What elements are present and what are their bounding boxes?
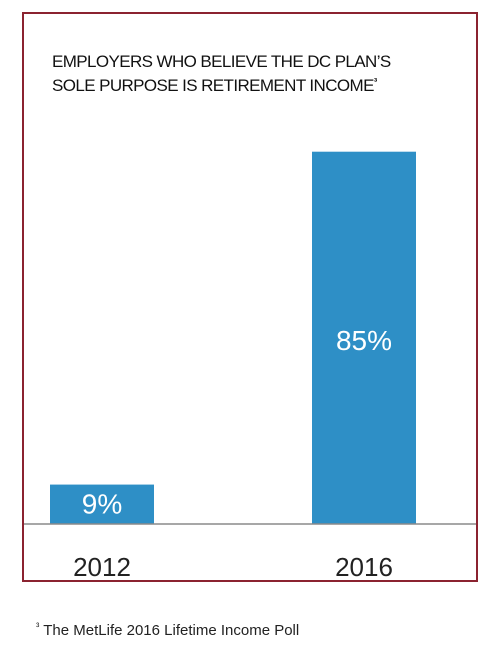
footnote-mark: ³ [36, 622, 40, 633]
chart-title-footnote-mark: ³ [373, 77, 377, 88]
chart-title-line1: EMPLOYERS WHO BELIEVE THE DC PLAN’S [52, 52, 391, 71]
chart-title: EMPLOYERS WHO BELIEVE THE DC PLAN’S SOLE… [52, 50, 452, 98]
chart-frame: EMPLOYERS WHO BELIEVE THE DC PLAN’S SOLE… [22, 12, 478, 582]
data-label-2012: 9% [82, 489, 122, 520]
chart-title-line2: SOLE PURPOSE IS RETIREMENT INCOME [52, 76, 374, 95]
footnote-text: The MetLife 2016 Lifetime Income Poll [43, 622, 300, 639]
x-tick-label-2012: 2012 [73, 552, 131, 582]
data-label-2016: 85% [336, 325, 392, 356]
bar-2012 [50, 484, 154, 524]
footnote: ³ The MetLife 2016 Lifetime Income Poll [36, 622, 299, 639]
bar-chart: 9% 2012 85% 2016 [24, 151, 476, 582]
x-tick-label-2016: 2016 [335, 552, 393, 582]
bar-2016 [312, 151, 416, 524]
